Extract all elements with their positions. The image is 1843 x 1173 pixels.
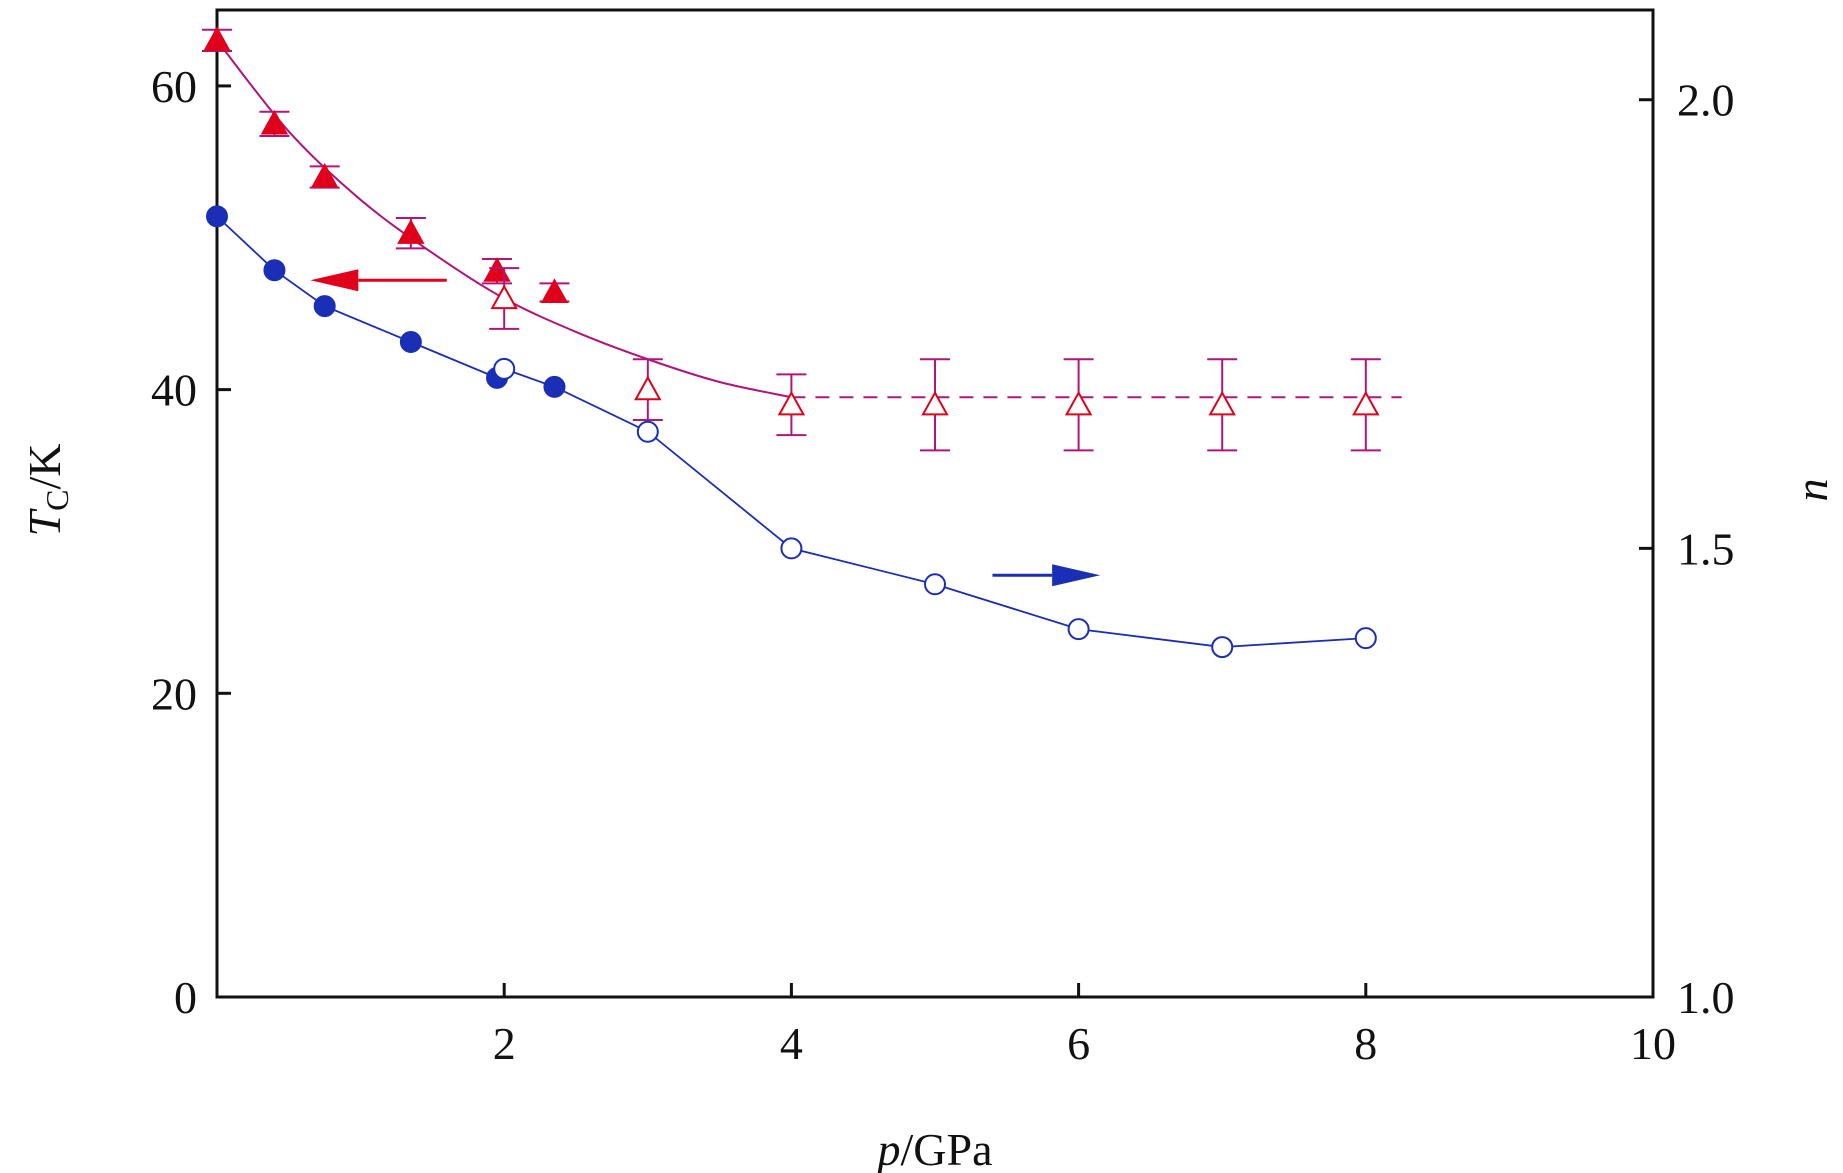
tc-point-open [1064, 390, 1093, 416]
tc-point-open [777, 390, 806, 416]
tc-point-filled [540, 278, 569, 304]
series-layer [202, 26, 1402, 659]
y-axis-right-label: n [1786, 479, 1837, 502]
tc-fit-line [216, 39, 792, 399]
n-point-open [1211, 636, 1234, 659]
x-tick-label: 2 [493, 1018, 516, 1069]
y-left-tick-label: 0 [174, 972, 197, 1023]
y-right-tick-label: 2.0 [1677, 75, 1735, 126]
tc-axis-arrow-head [310, 269, 359, 292]
y-left-tick-label: 60 [151, 61, 197, 112]
n-point-open [924, 573, 946, 596]
n-point-open [636, 420, 659, 443]
tc-point-open [1208, 390, 1236, 416]
tc-point-open [1352, 390, 1380, 416]
tc-point-open [490, 284, 518, 310]
x-tick-label: 6 [1067, 1018, 1090, 1069]
x-tick-label: 4 [780, 1018, 803, 1069]
tick-marks [217, 84, 1655, 999]
tc-point-filled [260, 109, 289, 135]
tc-point-filled [397, 219, 425, 244]
n-point-open [1067, 618, 1090, 641]
n-point-open [1354, 627, 1377, 650]
plot-frame [215, 8, 1655, 999]
n-point-filled [263, 259, 286, 282]
tc-point-open [921, 390, 949, 416]
tc-point-filled [203, 26, 231, 51]
tc-point-filled [483, 257, 511, 282]
y-axis-left-label: TC/K [19, 444, 75, 537]
n-point-filled [313, 295, 336, 318]
tc-point-open [634, 375, 662, 401]
x-tick-label: 10 [1630, 1018, 1676, 1069]
x-tick-label: 8 [1354, 1018, 1377, 1069]
n-point-filled [543, 375, 566, 398]
y-left-tick-label: 20 [151, 668, 197, 719]
tick-labels: 2 4 6 8 10 0 20 40 60 1.0 1.5 2.0 [151, 61, 1735, 1069]
x-axis-label: p/GPa [875, 1124, 993, 1173]
n-point-filled [399, 330, 422, 353]
y-right-tick-label: 1.5 [1677, 523, 1735, 574]
plot-border [215, 8, 1655, 999]
n-point-filled [206, 205, 228, 228]
tc-point-filled [311, 162, 339, 188]
n-axis-arrow-head [1052, 564, 1101, 587]
y-left-tick-label: 40 [151, 365, 197, 416]
y-right-tick-label: 1.0 [1677, 972, 1735, 1023]
n-point-open [780, 537, 803, 560]
annotation-layer [310, 269, 1101, 587]
n-point-open [493, 357, 516, 380]
